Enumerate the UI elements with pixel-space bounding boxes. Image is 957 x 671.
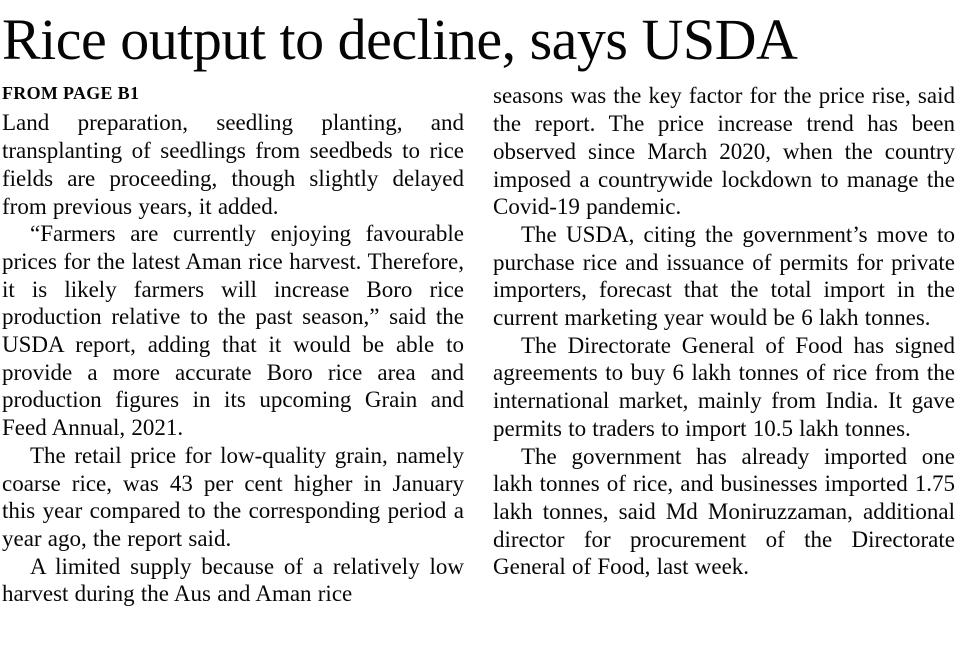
paragraph: The Directorate General of Food has sign… [493,332,955,441]
paragraph: A limited supply because of a relatively… [2,553,464,607]
continued-from-kicker: FROM PAGE B1 [2,83,140,104]
paragraph: The USDA, citing the government’s move t… [493,221,955,331]
paragraph: seasons was the key factor for the price… [493,83,955,220]
paragraph: “Farmers are currently enjoying favourab… [2,221,464,441]
left-column: FROM PAGE B1 Land preparation, seedling … [2,82,464,608]
article-columns: FROM PAGE B1 Land preparation, seedling … [2,82,955,608]
paragraph: Land preparation, seedling planting, and… [2,110,464,219]
right-column: seasons was the key factor for the price… [493,82,955,608]
paragraph: The government has already imported one … [493,443,955,580]
article-headline: Rice output to decline, says USDA [2,7,798,72]
paragraph: The retail price for low-quality grain, … [2,442,464,551]
